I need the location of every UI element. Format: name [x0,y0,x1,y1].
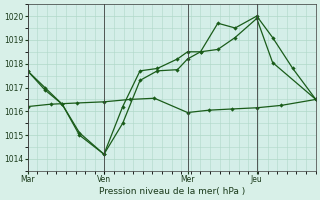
X-axis label: Pression niveau de la mer( hPa ): Pression niveau de la mer( hPa ) [99,187,245,196]
